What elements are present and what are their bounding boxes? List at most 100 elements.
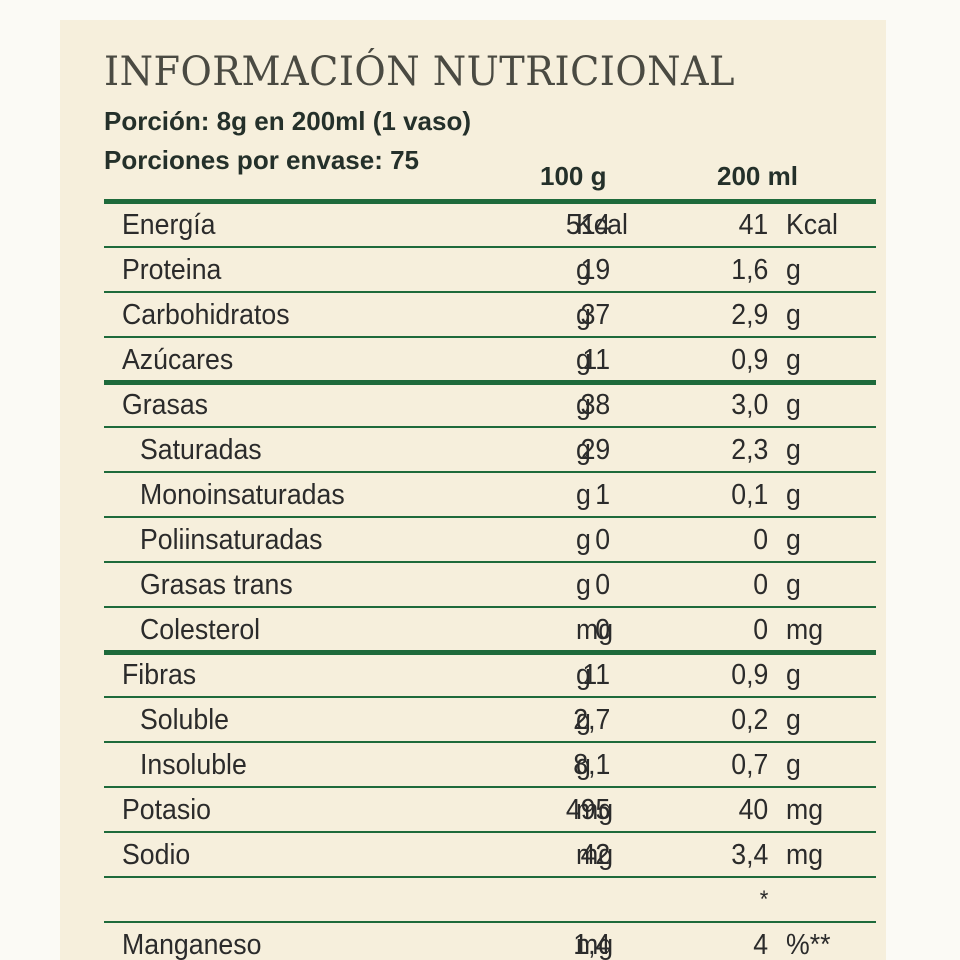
row-divider	[104, 426, 876, 428]
value-100g: 38	[580, 389, 610, 421]
unit-100g: mg	[576, 929, 614, 960]
unit-200ml: g	[786, 569, 801, 601]
row-divider	[104, 831, 876, 833]
unit-100g: g	[576, 344, 591, 376]
nutrient-row-azucares: Azúcares 11 g 0,9 g	[60, 338, 886, 385]
unit-200ml: Kcal	[786, 209, 838, 241]
nutrient-name: Azúcares	[122, 344, 234, 376]
unit-200ml: g	[786, 524, 801, 556]
value-100g: 495	[565, 794, 610, 826]
value-200ml: 0	[753, 614, 768, 646]
nutrient-name: Colesterol	[140, 614, 261, 646]
value-100g: 514	[565, 209, 610, 241]
value-100g: 11	[582, 659, 610, 691]
nutrient-name: Monoinsaturadas	[140, 479, 345, 511]
value-200ml: 1,6	[730, 254, 768, 286]
column-header-200ml: 200 ml	[717, 161, 798, 191]
nutrient-name: Grasas	[122, 389, 209, 421]
unit-100g: mg	[576, 839, 614, 871]
value-200ml: 2,9	[730, 299, 768, 331]
nutrient-row-sodio: Sodio 42 mg 3,4 mg	[60, 833, 886, 878]
nutrient-row-fibras: Fibras 11 g 0,9 g	[60, 653, 886, 698]
value-100g: 11	[582, 344, 610, 376]
unit-200ml: g	[786, 479, 801, 511]
value-200ml: 3,4	[730, 839, 768, 871]
value-200ml: 0,2	[730, 704, 768, 736]
nutrient-row-proteina: Proteina 19 g 1,6 g	[60, 248, 886, 293]
value-100g: 19	[580, 254, 610, 286]
nutrient-row-manganeso: Manganeso 1,4 mg 4 %**	[60, 923, 886, 960]
unit-200ml: g	[786, 659, 801, 691]
row-divider	[104, 606, 876, 608]
value-100g: 1,4	[572, 929, 610, 960]
row-divider	[104, 650, 876, 655]
value-100g: 1	[595, 479, 610, 511]
unit-200ml: g	[786, 749, 801, 781]
value-200ml: 0,9	[730, 344, 768, 376]
nutrient-name: Energía	[122, 209, 216, 241]
nutrient-row-monoinsaturadas: Monoinsaturadas 1 g 0,1 g	[60, 473, 886, 518]
nutrient-table: Energía 514 Kcal 41 Kcal Proteina 19 g 1…	[60, 203, 886, 960]
value-100g: 29	[580, 434, 610, 466]
footnote-marker-row: *	[60, 878, 886, 923]
nutrient-row-energia: Energía 514 Kcal 41 Kcal	[60, 203, 886, 248]
unit-200ml: mg	[786, 794, 824, 826]
nutrient-row-poliinsaturadas: Poliinsaturadas 0 g 0 g	[60, 518, 886, 563]
value-100g: 8,1	[572, 749, 610, 781]
nutrient-row-soluble: Soluble 2,7 g 0,2 g	[60, 698, 886, 743]
unit-100g: g	[576, 479, 591, 511]
nutrient-name: Carbohidratos	[122, 299, 290, 331]
nutrient-name: Proteina	[122, 254, 222, 286]
unit-100g: Kcal	[576, 209, 628, 241]
footnote-asterisk: *	[759, 886, 768, 913]
nutrient-name: Grasas trans	[140, 569, 293, 601]
row-divider	[104, 291, 876, 293]
servings-per-container: Porciones por envase: 75	[104, 145, 420, 175]
nutrient-name: Insoluble	[140, 749, 247, 781]
nutrient-row-potasio: Potasio 495 mg 40 mg	[60, 788, 886, 833]
value-200ml: 41	[738, 209, 768, 241]
row-divider	[104, 696, 876, 698]
unit-200ml: mg	[786, 614, 824, 646]
value-200ml: 0,7	[730, 749, 768, 781]
nutrient-name: Sodio	[122, 839, 191, 871]
unit-100g: g	[576, 389, 591, 421]
nutrition-label: INFORMACIÓN NUTRICIONAL Porción: 8g en 2…	[60, 20, 886, 960]
value-100g: 0	[595, 614, 610, 646]
nutrient-row-grasas: Grasas 38 g 3,0 g	[60, 383, 886, 428]
unit-100g: g	[576, 659, 591, 691]
value-100g: 0	[595, 569, 610, 601]
nutrient-name: Soluble	[140, 704, 230, 736]
unit-200ml: g	[786, 254, 801, 286]
unit-100g: g	[576, 254, 591, 286]
unit-100g: g	[576, 434, 591, 466]
nutrient-name: Fibras	[122, 659, 197, 691]
nutrient-row-grasas-trans: Grasas trans 0 g 0 g	[60, 563, 886, 608]
unit-200ml: g	[786, 389, 801, 421]
row-divider	[104, 246, 876, 248]
column-header-100g: 100 g	[540, 161, 607, 191]
row-divider	[104, 336, 876, 338]
unit-100g: g	[576, 749, 591, 781]
value-200ml: 4	[753, 929, 768, 960]
unit-200ml: g	[786, 344, 801, 376]
unit-200ml: mg	[786, 839, 824, 871]
nutrient-row-saturadas: Saturadas 29 g 2,3 g	[60, 428, 886, 473]
value-100g: 2,7	[572, 704, 610, 736]
unit-200ml: g	[786, 704, 801, 736]
label-title: INFORMACIÓN NUTRICIONAL	[104, 49, 735, 95]
nutrient-name: Poliinsaturadas	[140, 524, 323, 556]
value-200ml: 0,9	[730, 659, 768, 691]
unit-200ml: g	[786, 434, 801, 466]
value-100g: 37	[580, 299, 610, 331]
unit-200ml: g	[786, 299, 801, 331]
unit-100g: g	[576, 704, 591, 736]
header-rule	[104, 199, 876, 204]
value-200ml: 0,1	[730, 479, 768, 511]
row-divider	[104, 921, 876, 923]
unit-100g: g	[576, 299, 591, 331]
value-200ml: 3,0	[730, 389, 768, 421]
value-200ml: 0	[753, 524, 768, 556]
nutrient-name: Manganeso	[122, 929, 262, 960]
serving-size: Porción: 8g en 200ml (1 vaso)	[104, 106, 472, 136]
